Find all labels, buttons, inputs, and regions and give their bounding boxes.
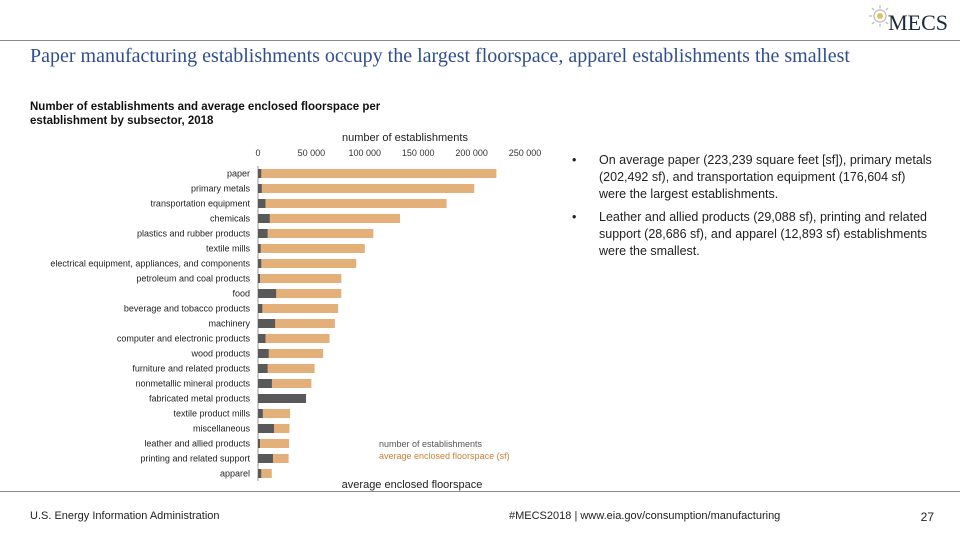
category-label: chemicals [210, 214, 251, 224]
category-label: printing and related support [140, 454, 250, 464]
bar-establishments [258, 349, 269, 358]
bar-floorspace [258, 244, 365, 253]
bar-establishments [258, 229, 268, 238]
slide-title: Paper manufacturing establishments occup… [30, 45, 850, 67]
bullet-marker: • [572, 153, 577, 167]
category-label: fabricated metal products [149, 394, 251, 404]
top-axis-title: number of establishments [342, 132, 468, 144]
header-rule [0, 40, 960, 41]
bar-floorspace [258, 379, 312, 388]
legend-floorspace: average enclosed floorspace (sf) [379, 451, 510, 461]
bar-establishments [258, 214, 270, 223]
bar-establishments [258, 184, 262, 193]
tick-label: 100 000 [349, 148, 382, 158]
category-label: computer and electronic products [117, 334, 251, 344]
bar-floorspace [258, 289, 342, 298]
category-label: leather and allied products [144, 439, 250, 449]
bar-floorspace [258, 214, 401, 223]
footer-rule [0, 491, 960, 492]
legend-establishments: number of establishments [379, 439, 483, 449]
page-number: 27 [920, 510, 934, 524]
bar-establishments [258, 259, 262, 268]
bar-establishments [258, 424, 275, 433]
bar-floorspace [258, 274, 342, 283]
bar-establishments [258, 244, 261, 253]
category-label: nonmetallic mineral products [135, 379, 250, 389]
category-label: electrical equipment, appliances, and co… [50, 259, 250, 269]
bullet-largest: • On average paper (223,239 square feet … [572, 152, 932, 203]
mecs-logo: MECS [868, 4, 948, 38]
bar-floorspace [258, 184, 475, 193]
bar-establishments [258, 304, 263, 313]
category-label: wood products [190, 349, 250, 359]
tick-label: 200 000 [455, 148, 488, 158]
bar-floorspace [258, 199, 447, 208]
bar-floorspace [258, 439, 290, 448]
category-label: food [232, 289, 250, 299]
category-label: transportation equipment [150, 199, 250, 209]
tick-label: 0 [255, 148, 260, 158]
bar-chart: number of establishments 0 50 000 100 000 15… [50, 132, 542, 491]
bar-establishments [258, 199, 266, 208]
bar-establishments [258, 469, 262, 478]
logo-text: MECS [888, 10, 948, 35]
category-label: paper [227, 169, 250, 179]
category-label: machinery [208, 319, 250, 329]
bar-establishments [258, 439, 260, 448]
bar-establishments [258, 274, 260, 283]
bar-establishments [258, 289, 277, 298]
footer-tag: #MECS2018 [509, 510, 572, 522]
footer-separator: | [574, 510, 578, 522]
chart-subtitle: Number of establishments and average enc… [30, 101, 381, 127]
bar-floorspace [258, 304, 339, 313]
tick-label: 250 000 [509, 148, 542, 158]
bar-establishments [258, 334, 266, 343]
bar-floorspace [258, 409, 291, 418]
category-label: miscellaneous [193, 424, 251, 434]
category-label: plastics and rubber products [137, 229, 251, 239]
footer-url[interactable]: www.eia.gov/consumption/manufacturing [580, 510, 781, 522]
bar-floorspace [258, 469, 272, 478]
bar-floorspace [258, 454, 289, 463]
gear-sun-icon [869, 5, 891, 27]
bar-establishments [258, 454, 273, 463]
bar-establishments [258, 379, 272, 388]
bar-floorspace [258, 334, 330, 343]
tick-label: 50 000 [298, 148, 326, 158]
bar-floorspace [258, 319, 335, 328]
bullet-text: Leather and allied products (29,088 sf),… [599, 210, 927, 258]
category-label: petroleum and coal products [136, 274, 250, 284]
category-label: beverage and tobacco products [124, 304, 251, 314]
bar-establishments [258, 319, 276, 328]
bullet-smallest: • Leather and allied products (29,088 sf… [572, 209, 932, 260]
category-label: textile mills [206, 244, 251, 254]
category-label: primary metals [191, 184, 251, 194]
bar-establishments [258, 394, 307, 403]
category-label: apparel [220, 469, 250, 479]
bar-floorspace [258, 169, 497, 178]
bar-establishments [258, 364, 268, 373]
bar-establishments [258, 169, 262, 178]
footer-source: U.S. Energy Information Administration [30, 510, 220, 522]
bottom-axis-title: average enclosed floorspace [342, 479, 483, 491]
category-label: textile product mills [173, 409, 250, 419]
key-findings: • On average paper (223,239 square feet … [572, 152, 932, 266]
bullet-marker: • [572, 210, 577, 224]
bar-floorspace [258, 364, 315, 373]
bullet-text: On average paper (223,239 square feet [s… [599, 153, 932, 201]
bar-floorspace [258, 229, 374, 238]
tick-label: 150 000 [402, 148, 435, 158]
category-label: furniture and related products [132, 364, 250, 374]
bar-establishments [258, 409, 263, 418]
footer-link[interactable]: #MECS2018 | www.eia.gov/consumption/manu… [509, 510, 780, 522]
bar-floorspace [258, 259, 357, 268]
bar-floorspace [258, 349, 324, 358]
